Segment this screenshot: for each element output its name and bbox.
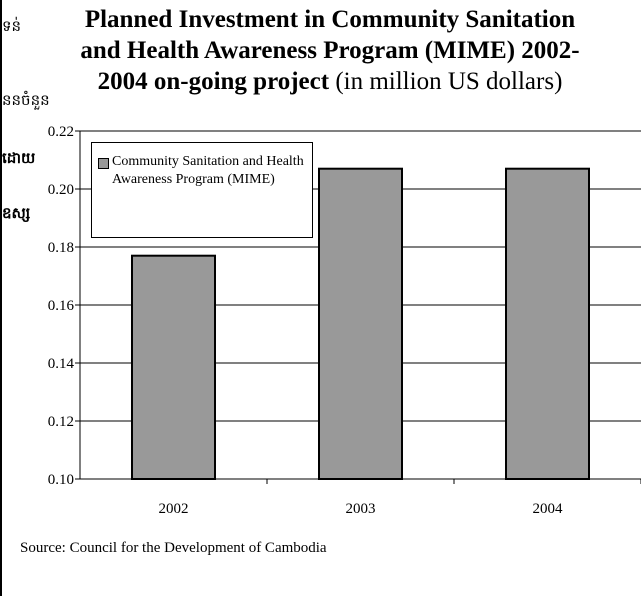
- y-tick-label: 0.16: [48, 298, 75, 314]
- bar-2003: [318, 167, 403, 480]
- side-text-2: ននចំនួន: [2, 91, 50, 109]
- y-tick-labels: 0.10 0.12 0.14 0.16 0.18 0.20 0.22: [48, 124, 75, 488]
- x-tick-label: 2003: [346, 501, 376, 517]
- bar-2002: [131, 254, 216, 480]
- side-text-3: ដោយ: [2, 149, 36, 167]
- title-line-1: Planned Investment in Community Sanitati…: [84, 6, 576, 33]
- side-text-1: ទន់: [2, 17, 22, 35]
- y-tick-label: 0.12: [48, 414, 74, 430]
- axes: [79, 131, 641, 480]
- bar-2004: [505, 167, 590, 480]
- y-tick-label: 0.20: [48, 182, 74, 198]
- left-border: [0, 0, 2, 596]
- y-tick-label: 0.22: [48, 124, 74, 140]
- legend-swatch: [98, 158, 109, 169]
- title-line-2: and Health Awareness Program (MIME) 2002…: [80, 37, 580, 64]
- x-tick-labels: 2002 2003 2004: [159, 501, 564, 517]
- legend-label: Community Sanitation and Health Awarenes…: [112, 154, 304, 187]
- title-line-3-normal: (in million US dollars): [329, 68, 563, 95]
- title-line-3-bold: 2004 on-going project: [97, 68, 330, 95]
- bars: [131, 167, 590, 480]
- source-note: Source: Council for the Development of C…: [20, 540, 327, 556]
- side-text-4: ឧស្ស: [2, 204, 31, 222]
- y-tick-label: 0.10: [48, 472, 74, 488]
- y-tick-label: 0.14: [48, 356, 75, 372]
- x-tick-label: 2004: [533, 501, 564, 517]
- title-line-3: 2004 on-going project (in million US dol…: [20, 66, 640, 97]
- chart-title: Planned Investment in Community Sanitati…: [20, 4, 640, 97]
- x-tick-label: 2002: [159, 501, 189, 517]
- y-tick-label: 0.18: [48, 240, 74, 256]
- legend: Community Sanitation and Health Awarenes…: [91, 142, 313, 238]
